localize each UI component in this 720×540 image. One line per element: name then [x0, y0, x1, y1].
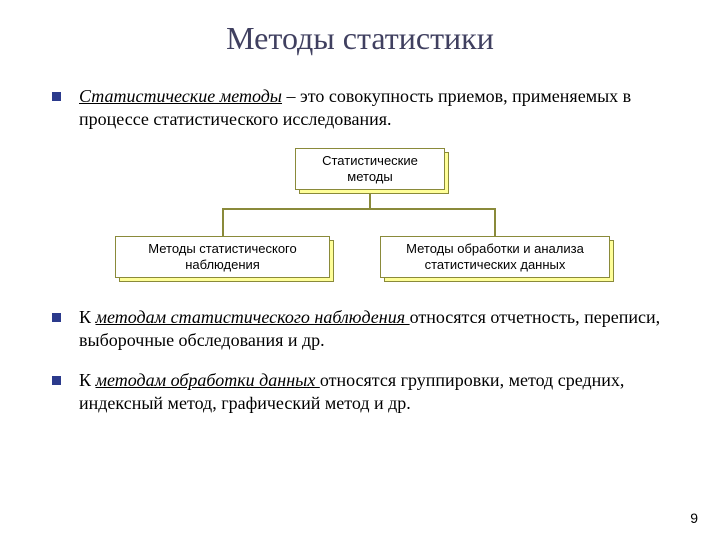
page-title: Методы статистики — [40, 20, 680, 57]
connector-vert-right — [494, 208, 496, 236]
bullet-square-icon — [52, 92, 61, 101]
diagram-right-label: Методы обработки и анализа статистически… — [387, 241, 603, 274]
box-front: Статистические методы — [295, 148, 445, 190]
diagram: Статистические методы Методы статистичес… — [80, 148, 640, 288]
diagram-right-box: Методы обработки и анализа статистически… — [380, 236, 610, 278]
bullet-square-icon — [52, 313, 61, 322]
bullet-square-icon — [52, 376, 61, 385]
box-front: Методы обработки и анализа статистически… — [380, 236, 610, 278]
pre-3: К — [79, 370, 96, 390]
term-2: методам статистического наблюдения — [96, 307, 410, 327]
diagram-root-box: Статистические методы — [295, 148, 445, 190]
bullet-item-3: К методам обработки данных относятся гру… — [40, 369, 680, 416]
diagram-left-label: Методы статистического наблюдения — [122, 241, 323, 274]
bullet-text-1: Статистические методы – это совокупность… — [79, 85, 680, 132]
connector-vert-left — [222, 208, 224, 236]
bullet-text-2: К методам статистического наблюдения отн… — [79, 306, 680, 353]
bullet-item-2: К методам статистического наблюдения отн… — [40, 306, 680, 353]
connector-horiz — [222, 208, 496, 210]
term-1: Статистические методы — [79, 86, 282, 106]
bullet-text-3: К методам обработки данных относятся гру… — [79, 369, 680, 416]
pre-2: К — [79, 307, 96, 327]
bullet-item-1: Статистические методы – это совокупность… — [40, 85, 680, 132]
page-number: 9 — [690, 510, 698, 526]
term-3: методам обработки данных — [96, 370, 320, 390]
box-front: Методы статистического наблюдения — [115, 236, 330, 278]
diagram-root-label: Статистические методы — [302, 153, 438, 186]
dash-1: – — [282, 86, 300, 106]
bottom-bullets: К методам статистического наблюдения отн… — [40, 306, 680, 416]
diagram-left-box: Методы статистического наблюдения — [115, 236, 330, 278]
slide: Методы статистики Статистические методы … — [0, 0, 720, 540]
